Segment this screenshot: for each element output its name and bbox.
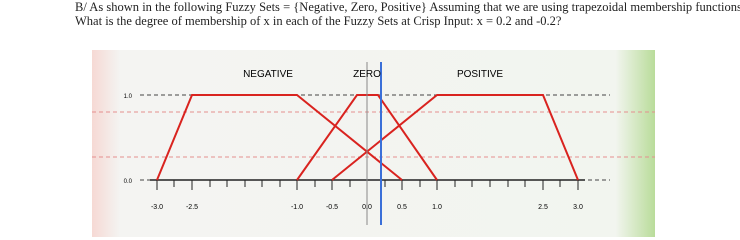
negative-set — [156, 94, 403, 181]
x-label: 3.0 — [573, 204, 583, 211]
set-label: ZERO — [353, 69, 381, 80]
x-label: -2.5 — [186, 204, 198, 211]
x-label: -0.5 — [326, 204, 338, 211]
x-label: -1.0 — [291, 204, 303, 211]
x-label: 0.0 — [362, 204, 372, 211]
question: B/ As shown in the following Fuzzy Sets … — [75, 0, 740, 28]
x-label: 1.0 — [432, 204, 442, 211]
y-label: 0.0 — [124, 179, 133, 185]
x-label: 0.5 — [397, 204, 407, 211]
y-label: 1.0 — [124, 94, 133, 100]
x-labels: -3.0 -2.5 -1.0 -0.5 0.0 0.5 1.0 2.5 3.0 — [151, 204, 583, 211]
set-label: NEGATIVE — [243, 69, 293, 80]
set-label: POSITIVE — [457, 69, 503, 80]
x-label: 2.5 — [538, 204, 548, 211]
x-label: -3.0 — [151, 204, 163, 211]
positive-set — [331, 94, 579, 181]
diagram-background — [92, 50, 655, 237]
